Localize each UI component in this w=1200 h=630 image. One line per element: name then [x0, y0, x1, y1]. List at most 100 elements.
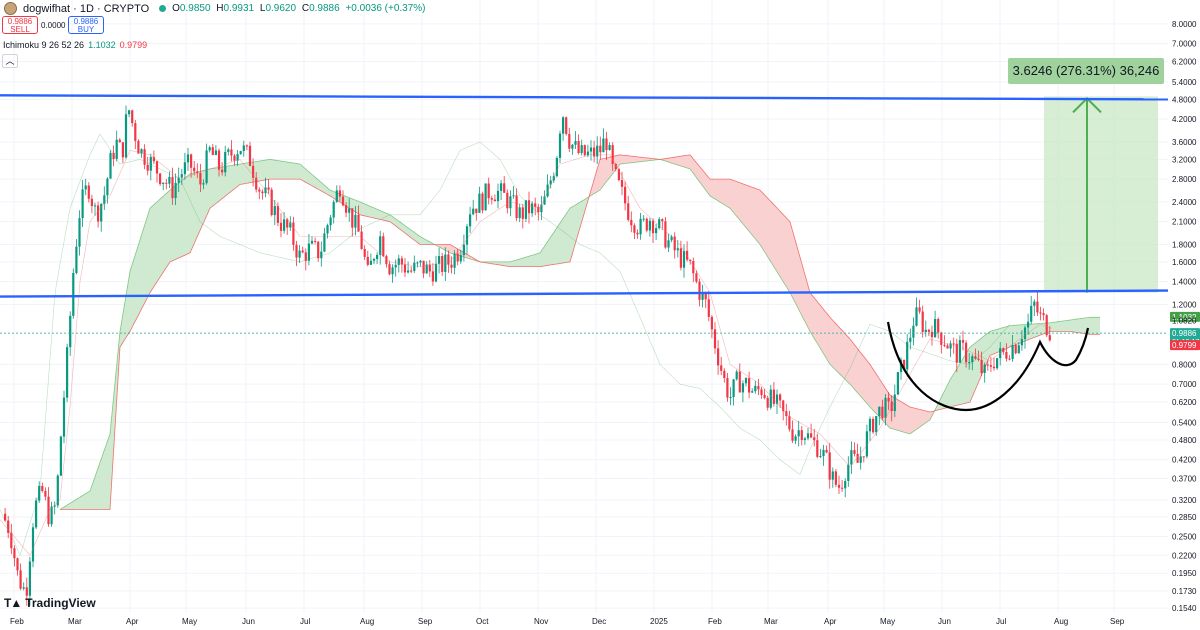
candle: [692, 257, 695, 283]
candle-body: [431, 271, 434, 282]
buy-label: BUY: [77, 25, 95, 34]
candle-body: [648, 220, 651, 231]
candle-body: [930, 331, 934, 338]
candle-body: [152, 157, 155, 162]
cloud-segment: [100, 456, 102, 510]
candle: [357, 205, 360, 232]
candle-body: [255, 177, 258, 190]
cloud-segment: [992, 330, 994, 355]
symbol-title[interactable]: dogwifhat · 1D · CRYPTO: [23, 2, 150, 15]
spread-value: 0.0000: [41, 20, 66, 30]
candle-body: [385, 256, 388, 265]
candle-body: [348, 208, 351, 213]
candle-body: [571, 144, 574, 149]
candle: [732, 379, 735, 406]
cloud-segment: [964, 353, 966, 404]
candle: [100, 202, 103, 232]
cloud-segment: [852, 341, 854, 389]
candle-body: [307, 243, 310, 261]
candle: [388, 260, 391, 276]
candle-body: [943, 344, 946, 346]
candle: [645, 217, 648, 233]
market-status-icon: [159, 5, 167, 12]
candle-body: [565, 117, 568, 134]
cloud-segment: [546, 241, 548, 266]
candle-body: [310, 240, 314, 244]
candle-body: [558, 133, 562, 158]
candle-body: [543, 196, 546, 205]
cloud-segment: [496, 261, 498, 265]
cloud-segment: [362, 202, 364, 216]
candle: [1023, 325, 1027, 349]
candle-body: [633, 225, 636, 233]
candle-body: [760, 389, 763, 396]
cloud-segment: [678, 156, 680, 166]
indicator-value-2: 0.9799: [119, 40, 148, 50]
candle-body: [639, 218, 642, 235]
candle-body: [655, 228, 658, 234]
cloud-segment: [688, 154, 690, 169]
candle: [320, 241, 323, 267]
candle-body: [713, 329, 717, 349]
cloud-segment: [542, 246, 544, 267]
candle-body: [388, 264, 391, 275]
cloud-segment: [782, 213, 784, 283]
candle-body: [407, 270, 410, 273]
price-tick-label: 0.8000: [1172, 360, 1197, 369]
candle: [549, 175, 552, 189]
candle-body: [84, 185, 87, 190]
candle: [686, 241, 689, 262]
cloud-segment: [800, 257, 802, 316]
candle: [754, 380, 757, 394]
indicator-legend[interactable]: Ichimoku 9 26 52 26 1.1032 0.9799: [3, 40, 147, 50]
candle: [131, 109, 134, 127]
candle: [124, 105, 128, 159]
candle-body: [927, 329, 930, 332]
cloud-segment: [900, 401, 902, 432]
candle: [273, 200, 276, 226]
candle: [326, 223, 329, 239]
candle-body: [121, 142, 124, 158]
cloud-segment: [958, 363, 960, 406]
candle: [137, 139, 140, 154]
sell-button[interactable]: 0.9886 SELL: [2, 16, 38, 34]
cloud-segment: [874, 370, 876, 414]
cloud-segment: [182, 178, 184, 257]
candle-body: [881, 406, 884, 418]
cloud-segment: [796, 242, 798, 309]
candle-body: [803, 438, 806, 440]
sell-price: 0.9886: [7, 17, 33, 26]
cloud-segment: [1006, 326, 1008, 349]
price-tick-label: 4.8000: [1172, 95, 1197, 104]
cloud-segment: [556, 226, 558, 265]
cloud-segment: [196, 171, 198, 240]
candle-body: [896, 372, 899, 395]
candle: [769, 384, 772, 410]
candle-body: [44, 490, 47, 497]
candle-body: [72, 272, 75, 316]
candle-body: [190, 154, 193, 168]
cloud-segment: [640, 157, 642, 162]
candle-body: [341, 196, 345, 206]
buy-button[interactable]: 0.9886 BUY: [68, 16, 104, 34]
cloud-segment: [446, 244, 448, 252]
chevron-up-icon[interactable]: ︿: [2, 54, 18, 68]
candle-body: [636, 232, 639, 235]
candle-body: [515, 195, 518, 219]
candle-body: [940, 332, 943, 345]
cloud-segment: [518, 258, 520, 267]
cloud-segment: [578, 202, 580, 235]
cloud-segment: [592, 179, 594, 195]
cloud-segment: [998, 328, 1000, 353]
candle: [744, 377, 748, 387]
cloud-segment: [876, 373, 878, 416]
candle: [4, 507, 7, 522]
cloud-segment: [772, 202, 774, 267]
cloud-segment: [1054, 321, 1056, 332]
cloud-segment: [814, 297, 816, 342]
cloud-segment: [400, 222, 402, 231]
cloud-segment: [618, 154, 620, 167]
candle: [264, 177, 267, 198]
